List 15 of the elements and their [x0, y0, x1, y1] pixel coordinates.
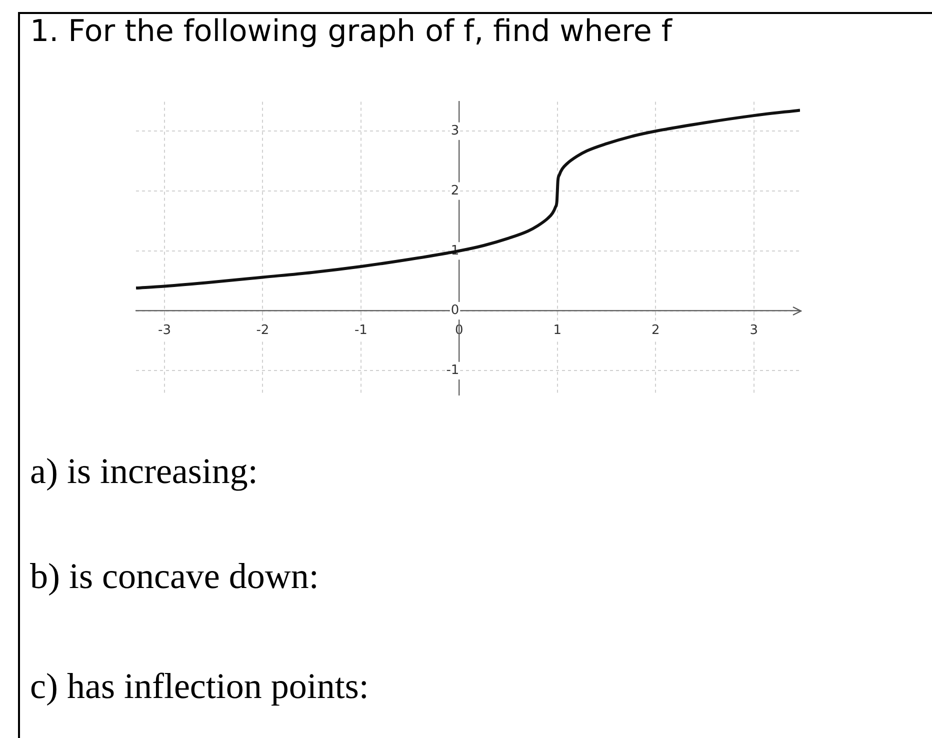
y-tick-label: 2: [450, 183, 460, 198]
x-tick-label: -2: [256, 322, 270, 338]
line-series: [136, 108, 800, 290]
chart-title: 1. For the following graph of f, find where f: [30, 14, 672, 49]
x-tick-label: 1: [553, 322, 562, 338]
x-tick-label: 3: [750, 322, 758, 338]
y-tick-label: 0: [450, 303, 460, 318]
text: c) has inflection points:: [30, 665, 369, 707]
y-tick-label: 3: [450, 124, 460, 139]
x-tick-label: -3: [158, 322, 171, 338]
text: a) is increasing:: [30, 450, 258, 492]
x-tick-label: -1: [354, 322, 368, 338]
x-tick-label: 2: [651, 322, 660, 338]
text: b) is concave down:: [30, 555, 319, 597]
y-tick-label: -1: [446, 363, 460, 378]
